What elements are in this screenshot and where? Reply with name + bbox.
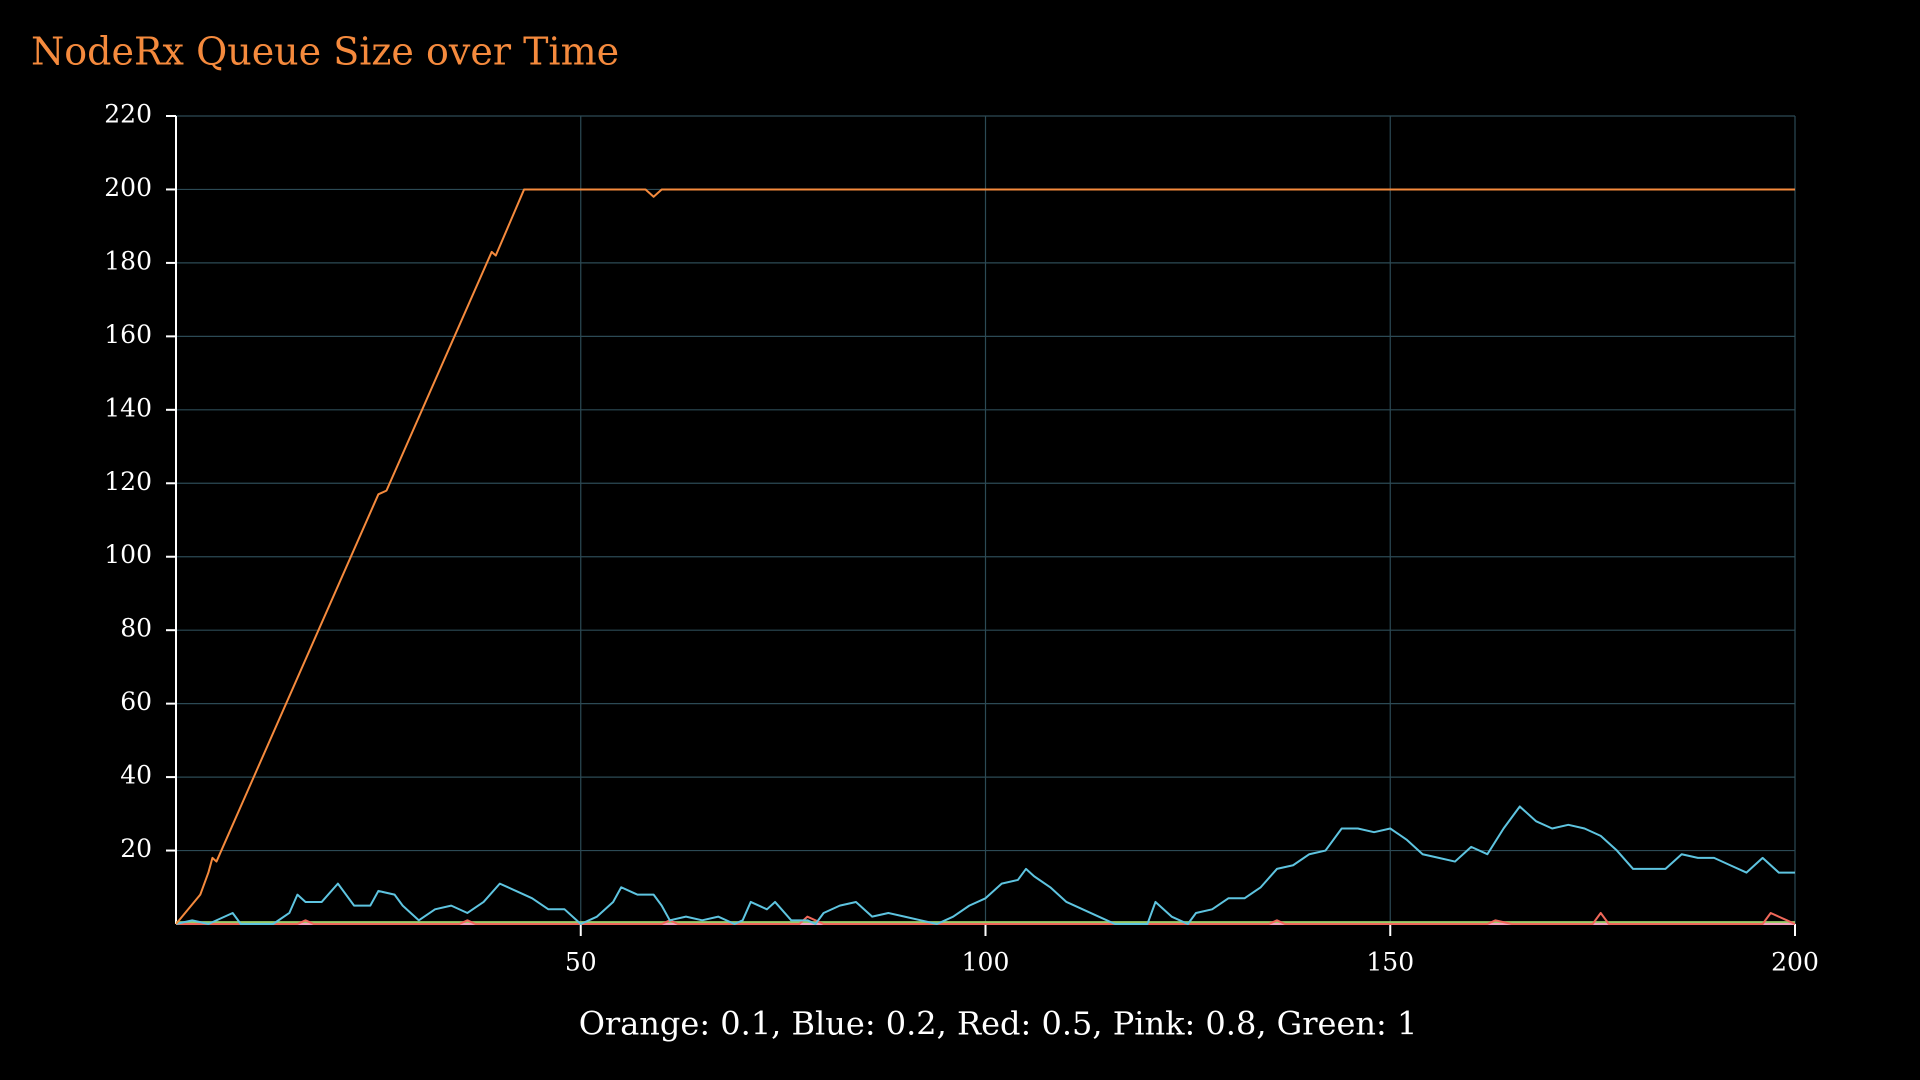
y-tick-label: 20 [120, 834, 152, 863]
x-tick-label: 50 [565, 948, 597, 977]
y-tick-label: 140 [104, 393, 152, 422]
series-line [176, 911, 1796, 925]
y-tick-label: 100 [104, 540, 152, 569]
y-tick-label: 200 [104, 173, 152, 202]
series-line [175, 805, 1795, 925]
series-line [175, 188, 1795, 925]
y-tick-label: 80 [120, 614, 152, 643]
y-tick-label: 160 [104, 320, 152, 349]
chart-title: NodeRx Queue Size over Time [31, 30, 619, 74]
x-tick-label: 200 [1771, 948, 1819, 977]
y-tick-label: 60 [120, 687, 152, 716]
y-tick-label: 120 [104, 467, 152, 496]
x-axis-label: Orange: 0.1, Blue: 0.2, Red: 0.5, Pink: … [579, 1005, 1418, 1043]
y-tick-label: 180 [104, 246, 152, 275]
x-tick-label: 100 [962, 948, 1010, 977]
y-tick-label: 220 [104, 100, 152, 129]
y-tick-label: 40 [120, 761, 152, 790]
x-tick-label: 150 [1366, 948, 1414, 977]
